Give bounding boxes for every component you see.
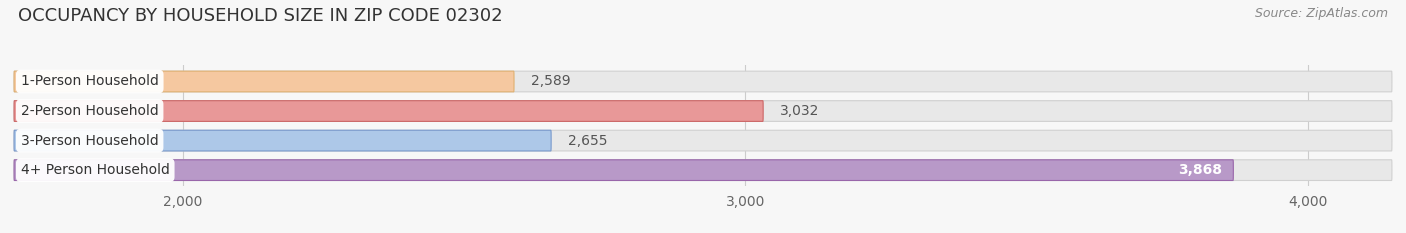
Text: Source: ZipAtlas.com: Source: ZipAtlas.com	[1254, 7, 1388, 20]
Text: 2,655: 2,655	[568, 134, 607, 147]
FancyBboxPatch shape	[14, 160, 1392, 181]
FancyBboxPatch shape	[14, 160, 1233, 181]
Text: 3,032: 3,032	[780, 104, 820, 118]
Text: 3,868: 3,868	[1178, 163, 1222, 177]
FancyBboxPatch shape	[14, 130, 551, 151]
FancyBboxPatch shape	[14, 101, 1392, 121]
FancyBboxPatch shape	[14, 101, 763, 121]
FancyBboxPatch shape	[14, 130, 1392, 151]
Text: OCCUPANCY BY HOUSEHOLD SIZE IN ZIP CODE 02302: OCCUPANCY BY HOUSEHOLD SIZE IN ZIP CODE …	[18, 7, 503, 25]
Text: 3-Person Household: 3-Person Household	[21, 134, 159, 147]
FancyBboxPatch shape	[14, 71, 1392, 92]
Text: 4+ Person Household: 4+ Person Household	[21, 163, 170, 177]
Text: 1-Person Household: 1-Person Household	[21, 75, 159, 89]
FancyBboxPatch shape	[14, 71, 515, 92]
Text: 2,589: 2,589	[531, 75, 571, 89]
Text: 2-Person Household: 2-Person Household	[21, 104, 159, 118]
